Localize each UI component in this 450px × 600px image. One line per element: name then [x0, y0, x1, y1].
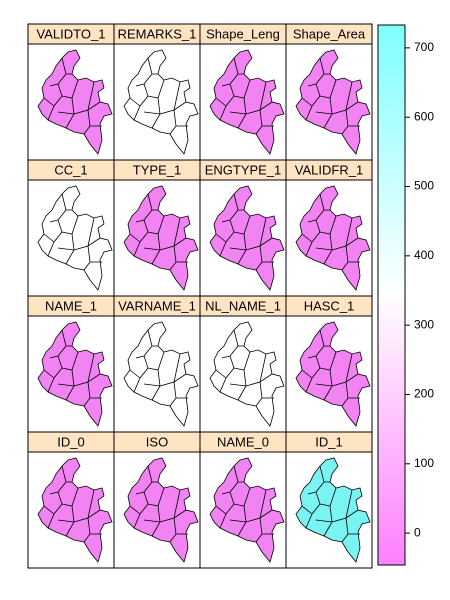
border — [129, 193, 188, 271]
region — [295, 457, 371, 563]
border — [129, 465, 188, 543]
region — [37, 321, 113, 427]
map — [37, 457, 113, 563]
map — [295, 185, 371, 291]
map — [295, 457, 371, 563]
border — [129, 57, 188, 135]
region — [123, 457, 199, 563]
border — [43, 329, 102, 407]
region — [295, 321, 371, 427]
border — [129, 329, 188, 407]
strip-label: Shape_Area — [293, 26, 366, 41]
tick-label: 200 — [414, 387, 434, 401]
map — [209, 321, 285, 427]
region — [37, 49, 113, 155]
border — [215, 465, 274, 543]
map — [123, 49, 199, 155]
border — [301, 465, 360, 543]
region — [123, 49, 199, 155]
tick-label: 700 — [414, 40, 434, 54]
map — [209, 185, 285, 291]
border — [43, 57, 102, 135]
map — [209, 49, 285, 155]
strip-label: VARNAME_1 — [118, 298, 196, 313]
region — [209, 321, 285, 427]
tick-label: 0 — [414, 525, 421, 539]
strip-label: VALIDTO_1 — [37, 26, 106, 41]
border — [301, 329, 360, 407]
strip-label: HASC_1 — [304, 298, 355, 313]
tick-label: 500 — [414, 179, 434, 193]
map — [37, 321, 113, 427]
strip-label: ID_0 — [57, 434, 84, 449]
map — [209, 457, 285, 563]
map — [123, 321, 199, 427]
strip-label: NL_NAME_1 — [205, 298, 281, 313]
border — [215, 193, 274, 271]
map — [123, 457, 199, 563]
tick-label: 100 — [414, 456, 434, 470]
border — [301, 193, 360, 271]
colorbar — [377, 24, 406, 566]
strip-label: VALIDFR_1 — [295, 162, 363, 177]
border — [43, 193, 102, 271]
map — [123, 185, 199, 291]
tick-label: 400 — [414, 248, 434, 262]
map — [37, 49, 113, 155]
region — [295, 49, 371, 155]
map — [295, 321, 371, 427]
strip-label: TYPE_1 — [133, 162, 181, 177]
tick-label: 300 — [414, 317, 434, 331]
map — [295, 49, 371, 155]
region — [209, 49, 285, 155]
border — [215, 329, 274, 407]
map — [37, 185, 113, 291]
strip-label: Shape_Leng — [206, 26, 280, 41]
strip-label: CC_1 — [54, 162, 87, 177]
region — [37, 185, 113, 291]
region — [123, 321, 199, 427]
border — [43, 465, 102, 543]
region — [209, 185, 285, 291]
tick-label: 600 — [414, 109, 434, 123]
border — [215, 57, 274, 135]
strip-label: ID_1 — [315, 434, 342, 449]
strip-label: NAME_1 — [45, 298, 97, 313]
strip-label: ISO — [146, 434, 168, 449]
region — [295, 185, 371, 291]
strip-label: REMARKS_1 — [118, 26, 197, 41]
strip-label: NAME_0 — [217, 434, 269, 449]
region — [209, 457, 285, 563]
border — [301, 57, 360, 135]
region — [123, 185, 199, 291]
region — [37, 457, 113, 563]
strip-label: ENGTYPE_1 — [205, 162, 282, 177]
